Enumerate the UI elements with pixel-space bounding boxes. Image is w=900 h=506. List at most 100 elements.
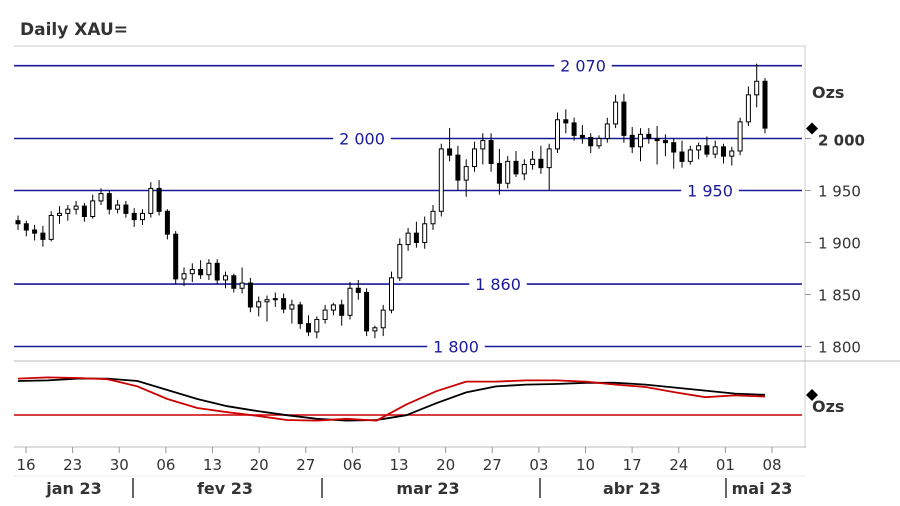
candle (339, 299, 345, 326)
candle (372, 325, 378, 339)
candle-body (472, 148, 477, 168)
candle-body (156, 187, 162, 212)
candle (604, 117, 610, 143)
candle (762, 78, 768, 134)
candle-body (679, 151, 685, 162)
candle-body (463, 166, 469, 181)
candle (530, 150, 536, 170)
candle (256, 296, 262, 317)
candle-body (538, 158, 544, 169)
y-tick-label: 1 900 (818, 235, 861, 253)
x-tick-label: 01 (716, 456, 735, 474)
month-label: abr 23 (603, 479, 661, 498)
candle-body (131, 212, 137, 221)
candle (413, 221, 419, 248)
candle-body (397, 244, 403, 279)
candle-body (571, 122, 577, 136)
last-price-marker-icon (806, 122, 818, 135)
candle (380, 304, 386, 337)
candle (306, 315, 311, 337)
candle (405, 227, 411, 251)
candle (347, 282, 353, 320)
candle (131, 208, 137, 227)
candle-body (214, 262, 220, 281)
candle (496, 148, 502, 195)
candle (272, 292, 278, 307)
candle (488, 133, 494, 172)
candle-body (106, 193, 112, 210)
candle (98, 188, 104, 206)
candle (247, 277, 253, 313)
candle-body (239, 282, 245, 289)
candle (173, 231, 179, 285)
candle (239, 267, 245, 294)
candle (588, 133, 594, 154)
candle (355, 279, 361, 300)
candle (629, 127, 635, 154)
candle (422, 216, 428, 249)
candle-body (555, 119, 560, 150)
candle (613, 94, 619, 129)
x-tick-label: 06 (343, 456, 362, 474)
candle (214, 259, 220, 285)
candle (745, 86, 751, 127)
candle (90, 194, 96, 219)
candle-body (40, 232, 46, 240)
candle-body (745, 94, 751, 123)
oscillator-marker-icon (806, 389, 818, 401)
level-label: 1 950 (687, 182, 733, 201)
candle (48, 211, 54, 242)
candle (662, 134, 668, 157)
candle (57, 206, 62, 224)
horizontal-levels: 2 070 2 000 1 950 1 860 1 800 (14, 55, 802, 357)
candle (579, 124, 585, 144)
candle-body (588, 136, 594, 147)
oscillator-series-line (17, 377, 766, 422)
candle (505, 156, 511, 189)
candle (521, 159, 527, 181)
candle-body (98, 193, 104, 202)
candle (671, 138, 677, 169)
candle-body (289, 304, 295, 310)
candle-body (206, 262, 212, 276)
x-axis: 16 23 30 06 13 20 27 06 13 20 27 03 10 17 24 01 08 jan 23… (16, 447, 792, 498)
candle-body (164, 210, 170, 235)
level-label-bg (554, 55, 612, 76)
candle-body (48, 214, 54, 240)
x-tick-label: 17 (623, 456, 642, 474)
candle (264, 295, 270, 322)
candle-body (662, 140, 668, 144)
candle (621, 93, 627, 143)
candle-body (762, 80, 768, 129)
candle-body (32, 229, 38, 234)
candle-body (721, 146, 726, 157)
candle-body (330, 304, 336, 311)
candle (455, 145, 461, 191)
candle-body (81, 205, 87, 218)
month-label: jan 23 (45, 479, 102, 498)
candle (596, 135, 602, 149)
candle (679, 140, 685, 168)
candle (571, 117, 577, 141)
candle (164, 209, 170, 240)
month-label: mar 23 (396, 479, 459, 498)
x-tick-label: 13 (389, 456, 408, 474)
candle (281, 293, 287, 314)
candle-body (181, 273, 187, 280)
y-tick-label: 1 800 (818, 339, 861, 357)
candle-body (646, 133, 652, 139)
candle (231, 273, 237, 293)
level-label-bg (681, 180, 739, 201)
candle-body (729, 150, 735, 157)
candle-body (140, 212, 145, 221)
last-price-label: 2 000 (818, 132, 865, 150)
oscillator-unit-label: Ozs (812, 397, 844, 416)
candle (322, 304, 328, 324)
chart-title: Daily XAU= (20, 20, 129, 40)
level-label-bg (427, 336, 485, 357)
x-tick-label: 27 (296, 456, 315, 474)
candle-body (314, 318, 320, 333)
candle-body (712, 146, 718, 155)
candle-body (704, 145, 710, 155)
